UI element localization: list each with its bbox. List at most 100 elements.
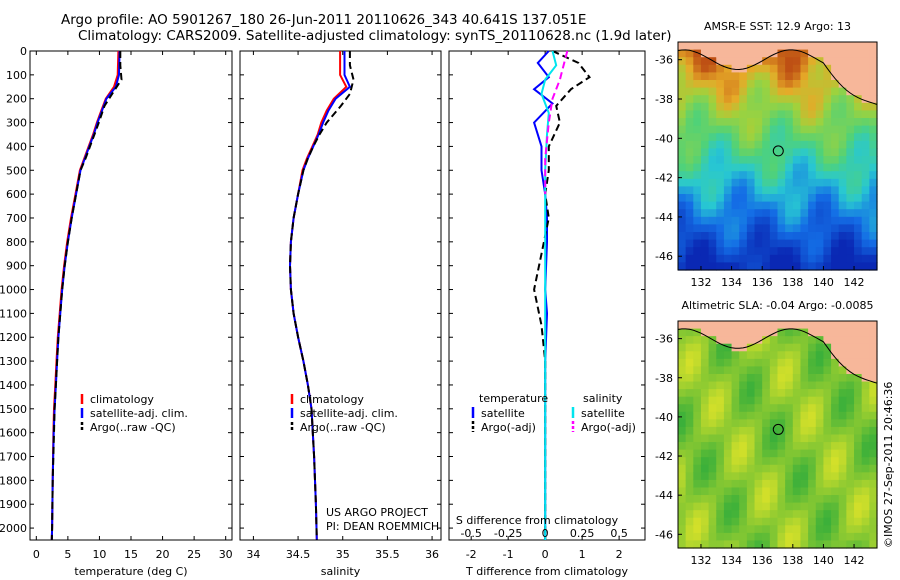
map-cell xyxy=(762,201,771,210)
map-cell xyxy=(838,148,847,157)
map-cell xyxy=(746,171,756,180)
map-cell xyxy=(792,404,802,413)
map-cell xyxy=(854,472,863,481)
map-cell xyxy=(716,209,725,218)
map-cell xyxy=(678,442,687,451)
map-cell xyxy=(762,321,771,330)
map-cell xyxy=(846,525,855,534)
map-cell xyxy=(869,343,878,352)
map-cell xyxy=(731,381,740,390)
map-cell xyxy=(823,442,832,451)
map-cell xyxy=(838,239,847,248)
map-cell xyxy=(723,232,733,241)
map-cell xyxy=(815,110,825,119)
map-cell xyxy=(754,262,763,271)
map-cell xyxy=(685,404,694,413)
map-cell xyxy=(739,110,748,119)
map-cell xyxy=(685,247,694,256)
map-cell xyxy=(708,148,717,157)
map-cell xyxy=(838,57,847,66)
map-cell xyxy=(815,502,825,511)
map-cell xyxy=(739,201,748,210)
map-cell xyxy=(700,216,710,225)
map-cell xyxy=(823,487,832,496)
map-cell xyxy=(777,525,786,534)
map-cell xyxy=(731,194,740,203)
map-cell xyxy=(808,517,817,526)
map-cell xyxy=(831,133,840,142)
map-cell xyxy=(685,336,694,345)
map-cell xyxy=(823,72,832,81)
map-cell xyxy=(861,540,870,549)
map-cell xyxy=(731,224,740,233)
map-cell xyxy=(785,532,794,542)
map-cell xyxy=(700,95,710,104)
map-cell xyxy=(685,457,694,466)
map-y-tick-label: -36 xyxy=(655,54,673,67)
y-tick-label: 1700 xyxy=(0,451,27,464)
map-cell xyxy=(708,479,717,489)
map-cell xyxy=(685,140,694,149)
map-cell xyxy=(746,434,756,443)
map-cell xyxy=(846,389,855,398)
map-cell xyxy=(861,64,870,73)
map-cell xyxy=(685,133,694,142)
map-cell xyxy=(846,102,855,111)
map-cell xyxy=(808,232,817,241)
map-cell xyxy=(716,442,725,451)
map-cell xyxy=(708,102,717,111)
map-cell xyxy=(685,171,694,180)
map-cell xyxy=(777,42,786,51)
map-cell xyxy=(685,442,694,451)
map-cell xyxy=(746,262,756,271)
map-cell xyxy=(808,247,817,256)
map-cell xyxy=(716,194,725,203)
map-cell xyxy=(700,457,710,466)
map-cell xyxy=(762,239,771,248)
map-cell xyxy=(815,194,825,203)
map-cell xyxy=(792,194,802,203)
map-cell xyxy=(700,171,710,180)
map-cell xyxy=(869,80,878,89)
map-cell xyxy=(846,540,855,549)
map-cell xyxy=(861,156,870,165)
x-tick-label: 5 xyxy=(64,548,71,561)
map-cell xyxy=(716,328,725,337)
map-cell xyxy=(708,254,717,263)
map-cell xyxy=(861,178,870,187)
map-cell xyxy=(769,262,779,271)
map-cell xyxy=(723,247,733,256)
map-cell xyxy=(861,247,870,256)
map-cell xyxy=(723,389,733,398)
map-cell xyxy=(846,87,855,96)
map-cell xyxy=(800,442,809,451)
y-tick-label: 300 xyxy=(6,117,27,130)
map-cell xyxy=(854,64,863,73)
map-cell xyxy=(723,186,733,195)
map-cell xyxy=(731,540,740,549)
map-cell xyxy=(846,254,855,263)
map-cell xyxy=(746,373,756,383)
map-cell xyxy=(716,495,725,504)
map-cell xyxy=(731,163,740,172)
map-cell xyxy=(792,148,802,157)
map-cell xyxy=(708,426,717,436)
map-cell xyxy=(808,373,817,383)
map-cell xyxy=(708,216,717,225)
map-cell xyxy=(861,133,870,142)
map-cell xyxy=(731,495,740,504)
map-cell xyxy=(739,419,748,428)
y-tick-label: 100 xyxy=(6,69,27,82)
map-cell xyxy=(746,102,756,111)
map-y-tick-label: -40 xyxy=(655,132,673,145)
map-cell xyxy=(861,373,870,383)
map-cell xyxy=(723,495,733,504)
map-cell xyxy=(854,404,863,413)
map-cell xyxy=(800,133,809,142)
map-cell xyxy=(693,510,702,519)
map-cell xyxy=(854,224,863,233)
map-cell xyxy=(800,262,809,271)
map-cell xyxy=(785,232,794,241)
x-tick-label: -1 xyxy=(503,548,514,561)
map-cell xyxy=(700,404,710,413)
